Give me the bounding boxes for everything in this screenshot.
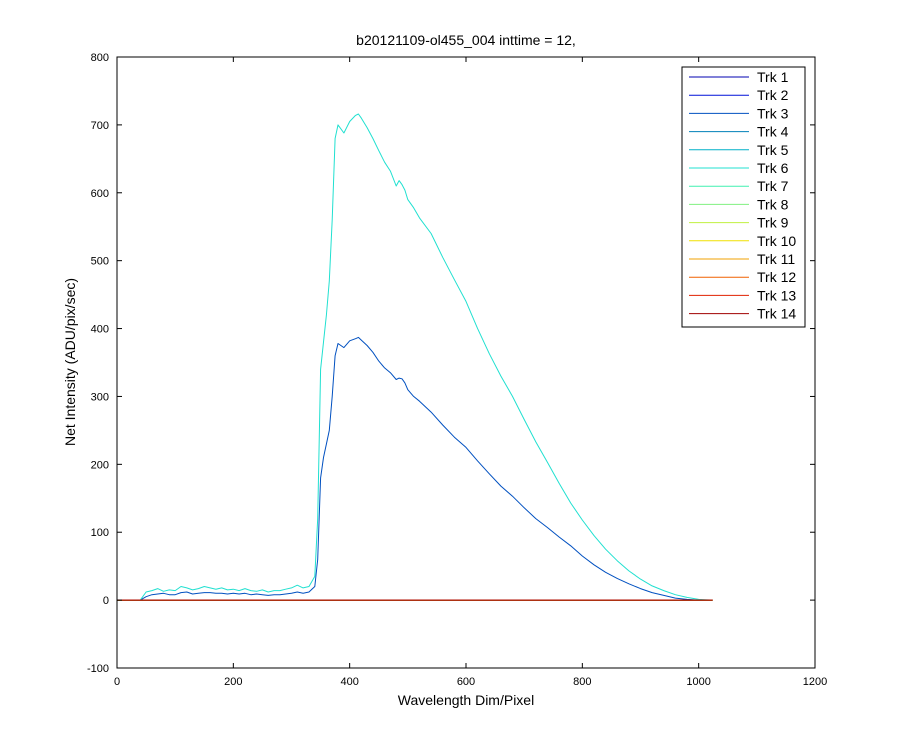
- legend-label: Trk 10: [757, 233, 796, 249]
- x-tick-label: 400: [340, 676, 358, 688]
- series-line-trk-3: [117, 336, 713, 601]
- legend-label: Trk 1: [757, 69, 789, 85]
- legend-label: Trk 6: [757, 160, 789, 176]
- legend: Trk 1 Trk 2 Trk 3 Trk 4 Trk 5 Trk 6 Trk 7 Trk 8…: [681, 66, 806, 328]
- legend-label: Trk 4: [757, 124, 789, 140]
- x-tick-label: 1200: [803, 676, 827, 688]
- y-tick-label: 700: [91, 120, 109, 132]
- x-axis: 0 200 400 600 800 1000 1200: [114, 57, 827, 688]
- legend-label: Trk 3: [757, 105, 789, 121]
- legend-box: [681, 66, 806, 328]
- x-tick-label: 0: [114, 676, 120, 688]
- y-tick-label: 100: [91, 527, 109, 539]
- y-tick-label: 400: [91, 324, 109, 336]
- x-tick-label: 800: [573, 676, 591, 688]
- x-tick-label: 200: [224, 676, 242, 688]
- x-tick-label: 600: [457, 676, 475, 688]
- legend-label: Trk 8: [757, 196, 789, 212]
- legend-label: Trk 9: [757, 215, 789, 231]
- y-tick-label: 800: [91, 52, 109, 64]
- y-axis: -100 0 100 200 300 400 500 600 700 800: [87, 52, 815, 675]
- legend-items: Trk 1 Trk 2 Trk 3 Trk 4 Trk 5 Trk 6 Trk 7 Trk 8…: [689, 69, 796, 322]
- legend-label: Trk 12: [757, 269, 796, 285]
- legend-label: Trk 14: [757, 306, 796, 322]
- series-line-trk-6: [117, 113, 713, 601]
- y-axis-label: Net Intensity (ADU/pix/sec): [62, 278, 78, 446]
- legend-label: Trk 13: [757, 287, 796, 303]
- series-layer: [117, 113, 713, 601]
- chart-title: b20121109-ol455_004 inttime = 12,: [356, 32, 576, 48]
- x-tick-label: 1000: [686, 676, 710, 688]
- y-tick-label: -100: [87, 663, 109, 675]
- legend-label: Trk 11: [757, 251, 795, 267]
- legend-label: Trk 2: [757, 87, 789, 103]
- legend-label: Trk 5: [757, 142, 789, 158]
- y-tick-label: 200: [91, 459, 109, 471]
- y-tick-label: 500: [91, 256, 109, 268]
- y-tick-label: 300: [91, 391, 109, 403]
- y-tick-label: 0: [103, 595, 109, 607]
- legend-label: Trk 7: [757, 178, 789, 194]
- x-axis-label: Wavelength Dim/Pixel: [398, 692, 534, 708]
- y-tick-label: 600: [91, 188, 109, 200]
